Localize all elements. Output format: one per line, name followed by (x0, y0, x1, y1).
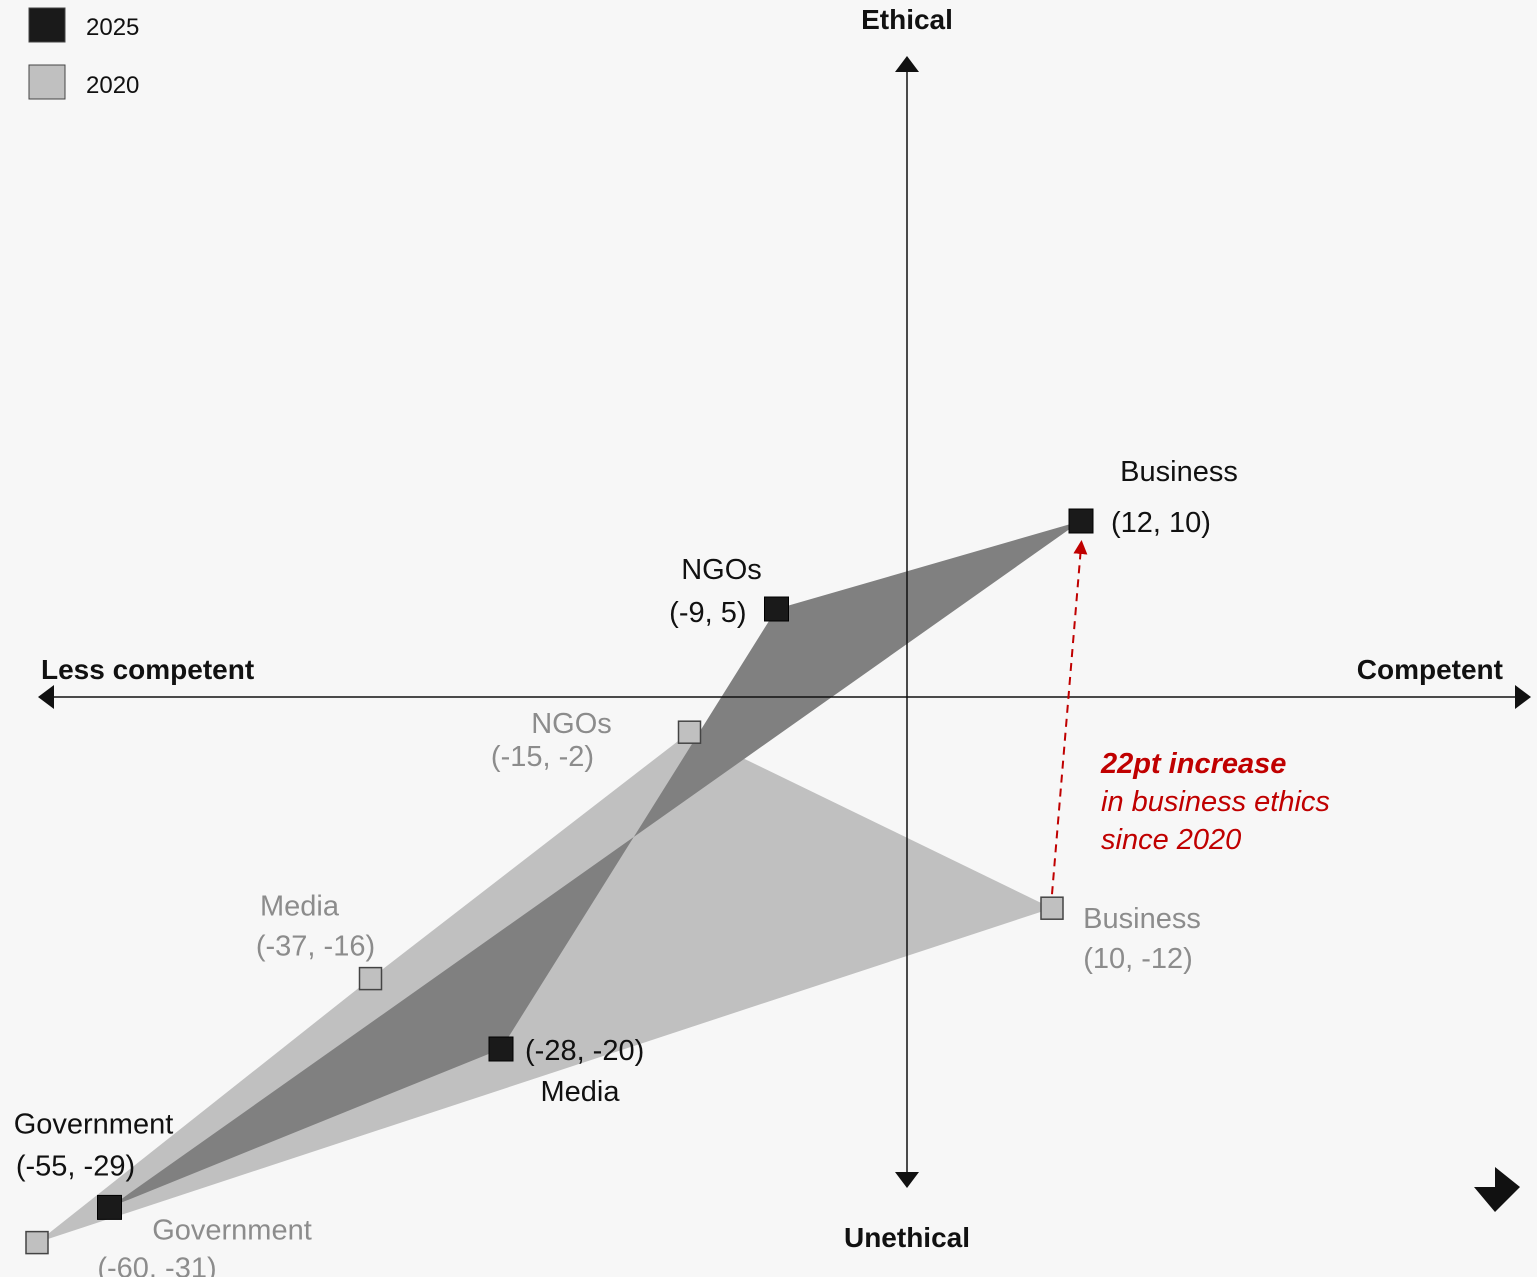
axis-label-right: Competent (1357, 654, 1503, 685)
coord-2020-government: (-60, -31) (97, 1253, 216, 1277)
axes (38, 56, 1531, 1188)
annotation-line-1: 22pt increase (1100, 748, 1286, 780)
legend-label-2020: 2020 (86, 72, 139, 99)
annotation-line-3: since 2020 (1101, 824, 1241, 856)
label-2020-ngos: NGOs (531, 708, 612, 740)
coord-2020-business: (10, -12) (1083, 943, 1193, 975)
marker-2020-business (1040, 896, 1064, 920)
label-2020-government: Government (152, 1215, 312, 1247)
data-labels: Business (12, 10) NGOs (-9, 5) Media (-28, -2… (14, 456, 1238, 1277)
y-axis-top-arrow (895, 56, 919, 72)
label-2020-media: Media (260, 891, 340, 923)
marker-2020-ngos (677, 720, 702, 744)
data-markers (25, 508, 1094, 1255)
annotation-line-2: in business ethics (1101, 786, 1330, 818)
label-2025-media: Media (541, 1076, 621, 1108)
marker-2025-business (1068, 508, 1094, 534)
x-axis-right-arrow (1515, 685, 1531, 709)
marker-2025-ngos (764, 596, 789, 622)
polygon-2025 (109, 521, 1081, 1208)
legend: 2025 2020 (28, 7, 139, 100)
coord-2025-ngos: (-9, 5) (669, 597, 746, 629)
x-axis-left-arrow (38, 685, 54, 709)
legend-label-2025: 2025 (86, 14, 139, 41)
coord-2025-government: (-55, -29) (16, 1150, 135, 1182)
label-2025-ngos: NGOs (681, 554, 762, 586)
coord-2020-ngos: (-15, -2) (491, 741, 594, 773)
coord-2020-media: (-37, -16) (256, 931, 375, 963)
coord-2025-business: (12, 10) (1111, 507, 1211, 539)
corner-arrow-icon (1474, 1167, 1520, 1212)
series-polygons (37, 521, 1081, 1243)
axis-label-left: Less competent (41, 654, 254, 685)
label-2025-government: Government (14, 1108, 174, 1140)
label-2020-business: Business (1083, 903, 1201, 935)
marker-2025-media (488, 1036, 514, 1062)
coord-2025-media: (-28, -20) (525, 1035, 644, 1067)
legend-swatch-2020 (28, 64, 66, 100)
axis-label-bottom: Unethical (844, 1222, 970, 1253)
annotation-arrow (1051, 540, 1088, 895)
marker-2020-government (25, 1230, 49, 1255)
axis-label-top: Ethical (861, 4, 953, 35)
y-axis-bottom-arrow (895, 1172, 919, 1188)
label-2025-business: Business (1120, 456, 1238, 488)
marker-2020-media (358, 966, 383, 991)
legend-swatch-2025 (28, 7, 66, 43)
marker-2025-government (97, 1194, 122, 1220)
